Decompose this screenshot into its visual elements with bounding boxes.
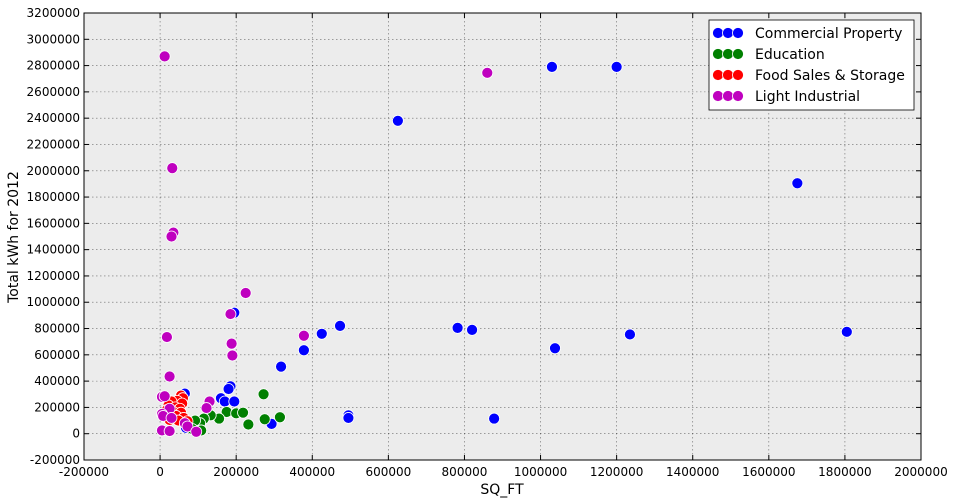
data-point [546, 61, 558, 73]
data-point [228, 395, 241, 408]
data-point [488, 412, 501, 425]
y-tick-label: 0 [72, 427, 80, 441]
legend-marker [732, 27, 744, 39]
data-point [334, 319, 346, 332]
x-tick-label: 0 [156, 465, 164, 479]
legend-label: Light Industrial [755, 89, 860, 105]
legend-marker [732, 90, 744, 102]
data-point [237, 406, 249, 419]
legend-marker [712, 69, 724, 81]
x-tick-label: 800000 [442, 465, 488, 479]
data-point [158, 50, 171, 63]
legend-marker [732, 69, 744, 81]
data-point [342, 412, 355, 424]
data-point [163, 370, 176, 383]
legend-label: Commercial Property [755, 26, 902, 42]
y-tick-label: 1000000 [27, 295, 80, 309]
legend-label: Food Sales & Storage [755, 68, 905, 84]
x-tick-label: -200000 [59, 465, 109, 479]
y-tick-label: 400000 [34, 374, 80, 388]
x-tick-label: 200000 [213, 465, 259, 479]
legend-marker [732, 48, 744, 60]
legend-marker [712, 27, 724, 39]
y-tick-label: 2200000 [27, 137, 80, 151]
data-point [481, 66, 494, 79]
data-point [840, 325, 853, 338]
x-tick-label: 600000 [365, 465, 411, 479]
x-axis-title: SQ_FT [480, 482, 524, 498]
x-tick-label: 1800000 [818, 465, 871, 479]
data-point [549, 342, 561, 355]
data-point [222, 383, 235, 395]
data-point [275, 360, 287, 373]
y-tick-label: 600000 [34, 348, 80, 362]
data-point [258, 413, 271, 426]
data-point [158, 390, 171, 403]
y-tick-label: 1600000 [27, 216, 80, 230]
legend: Commercial Property Education Food Sales &… [708, 19, 915, 111]
data-point [298, 329, 310, 342]
plot-area-frame [83, 12, 922, 461]
data-point [165, 230, 178, 243]
y-tick-label: 2400000 [27, 111, 80, 125]
data-point [610, 61, 623, 73]
y-tick-label: 200000 [34, 400, 80, 414]
data-point [161, 331, 173, 343]
y-tick-label: 1800000 [27, 190, 80, 204]
legend-items: Commercial Property Education Food Sales &… [712, 26, 905, 105]
legend-label: Education [755, 47, 825, 63]
data-point [315, 327, 328, 340]
series-light-industrial [156, 50, 494, 438]
x-tick-label: 1200000 [590, 465, 643, 479]
x-tick-label: 2000000 [894, 465, 947, 479]
x-tick-label: 1000000 [514, 465, 567, 479]
legend-marker [712, 48, 724, 60]
y-tick-label: 800000 [34, 322, 80, 336]
data-point [391, 114, 404, 127]
y-tick-label: 2800000 [27, 59, 80, 73]
data-point [181, 420, 194, 433]
x-tick-label: 1400000 [666, 465, 719, 479]
y-tick-labels: -200000 0 200000 400000 600000 800000 1000000 1… [27, 6, 80, 467]
x-tick-label: 400000 [289, 465, 335, 479]
data-point [225, 337, 238, 350]
y-tick-label: 2000000 [27, 164, 80, 178]
data-point [257, 388, 270, 401]
legend-marker [722, 69, 734, 81]
y-tick-label: 1200000 [27, 269, 80, 283]
data-point [165, 412, 178, 424]
legend-marker [712, 90, 724, 102]
y-tick-label: 1400000 [27, 243, 80, 257]
data-points [156, 50, 853, 438]
y-tick-label: 3000000 [27, 32, 80, 46]
data-point [791, 177, 804, 190]
y-tick-label: 2600000 [27, 85, 80, 99]
y-axis-title: Total kWh for 2012 [6, 171, 22, 304]
data-point [190, 425, 203, 438]
data-point [166, 162, 179, 175]
data-point [200, 402, 213, 414]
data-point [242, 418, 255, 431]
data-point [298, 344, 310, 357]
legend-marker [722, 27, 734, 39]
data-point [224, 308, 237, 320]
legend-marker [722, 90, 734, 102]
legend-marker [722, 48, 734, 60]
y-tick-label: -200000 [30, 453, 80, 467]
y-tick-label: 3200000 [27, 6, 80, 20]
data-point [163, 425, 176, 437]
data-point [624, 328, 636, 341]
x-tick-label: 1600000 [742, 465, 795, 479]
x-tick-labels: -200000 0 200000 400000 600000 800000 1000000 1… [59, 465, 948, 479]
data-point [274, 411, 286, 424]
data-point [226, 349, 239, 362]
data-point [451, 321, 464, 334]
data-point [239, 287, 252, 299]
data-point [466, 323, 478, 336]
